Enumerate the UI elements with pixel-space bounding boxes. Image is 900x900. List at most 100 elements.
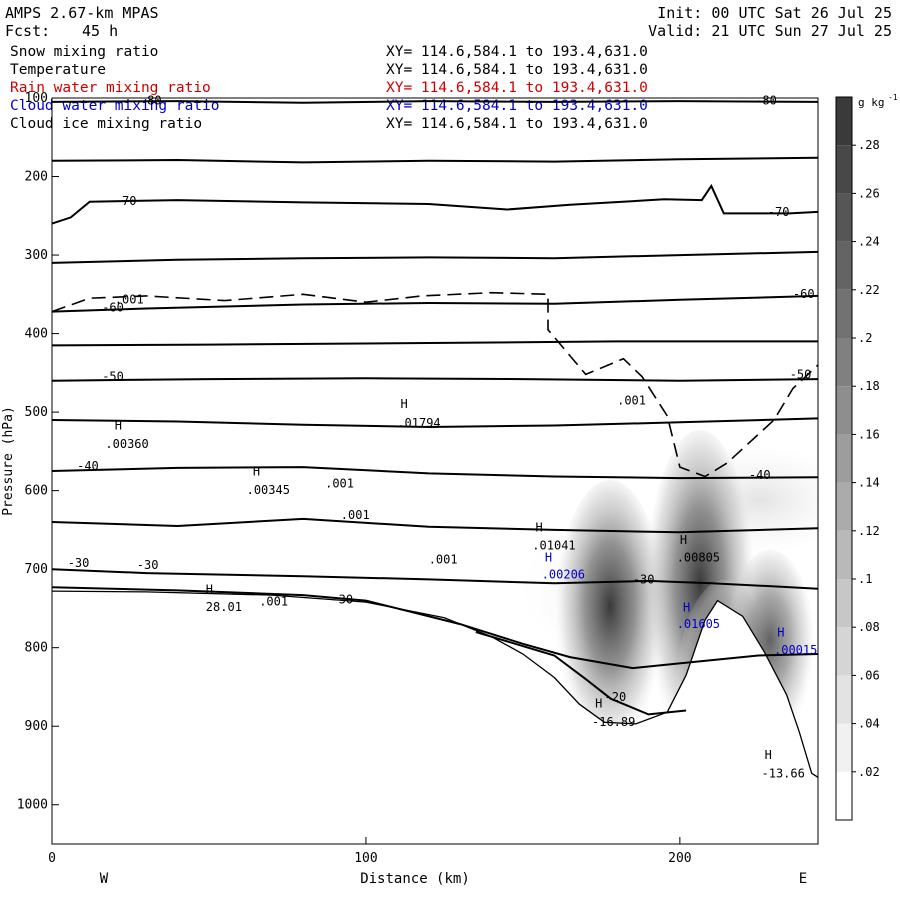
isotherm-line [52,517,818,534]
x-tick-label: 0 [48,851,56,866]
colorbar-bin [836,627,852,676]
y-axis-label: Pressure (hPa) [1,406,16,516]
colorbar-level: .14 [858,476,880,490]
field-xy-range: XY= 114.6,584.1 to 193.4,631.0 [386,80,648,96]
isotherm-line [52,568,818,590]
colorbar-level: .16 [858,427,880,441]
contour-label: 28.01 [206,600,242,614]
colorbar-bin [836,434,852,483]
colorbar-bin [836,145,852,194]
colorbar-bin [836,97,852,146]
field-xy-range: XY= 114.6,584.1 to 193.4,631.0 [386,44,648,60]
contour-label: H [206,583,213,597]
colorbar-level: .06 [858,668,880,682]
contour-label: H [536,521,543,535]
colorbar-frame [835,96,853,821]
contour-label: .001 [617,393,646,407]
contour-label: H [680,533,687,547]
contour-label: .01605 [677,617,720,631]
colorbar-level: .1 [858,572,872,586]
isotherm-line [52,466,818,480]
colorbar-level: .04 [858,717,880,731]
snow-mixing-ratio-shading [520,430,818,778]
colorbar-bin [836,482,852,531]
east-label: E [799,871,807,887]
isotherm-line [52,417,818,429]
contour-label: -50 [790,367,812,381]
colorbar-unit: g kg [858,96,885,109]
model-title: AMPS 2.67-km MPAS [5,4,159,22]
contour-label: .00345 [247,483,290,497]
colorbar-bin [836,386,852,435]
contour-label: H [253,465,260,479]
plot-frame [51,97,819,845]
y-tick-label: 100 [25,91,48,106]
contour-label: .00805 [677,550,720,564]
y-tick-label: 800 [25,641,48,656]
contour-label: H [115,418,122,432]
contour-label: .001 [429,553,458,567]
x-axis-label: Distance (km) [360,871,470,887]
y-tick-label: 1000 [17,798,48,813]
contour-label: H [777,626,784,640]
colorbar-bin [836,241,852,290]
colorbar-bin [836,675,852,724]
y-tick-label: 600 [25,484,48,499]
terrain-outline [52,590,818,778]
isotherm-line [52,183,818,225]
colorbar-level: .12 [858,524,880,538]
isotherm-line [52,377,818,382]
contour-label: -20 [605,690,627,704]
y-tick-label: 300 [25,248,48,263]
contour-label: .001 [325,477,354,491]
contour-label: -30 [68,556,90,570]
y-tick-label: 500 [25,405,48,420]
y-tick-label: 700 [25,562,48,577]
x-tick-label: 100 [354,851,377,866]
contour-label: -16.89 [592,715,635,729]
field-name: Temperature [10,62,107,78]
contour-label: -60 [102,301,124,315]
contour-label: .001 [259,594,288,608]
colorbar: .02 .04 .06 .08 .1 .12 .14 .16 .18 .2 .22 .24 .26 .28… [835,93,898,821]
colorbar-level: .28 [858,138,880,152]
contour-label: -13.66 [762,766,805,780]
contour-label: -30 [331,593,353,607]
forecast-hour: 45 h [82,22,119,40]
contour-label: H [595,696,602,710]
contour-label: H [401,397,408,411]
colorbar-bin [836,289,852,338]
contour-label: -30 [633,572,655,586]
contour-label: -70 [768,205,790,219]
colorbar-level: .18 [858,379,880,393]
y-tick-label: 900 [25,719,48,734]
field-name: Snow mixing ratio [10,44,159,60]
colorbar-bin [836,338,852,387]
colorbar-bin [836,530,852,579]
colorbar-level: .26 [858,186,880,200]
contour-label: H [683,601,690,615]
contour-label: H [545,550,552,564]
contour-label: .001 [115,293,144,307]
colorbar-bin [836,579,852,628]
field-xy-range: XY= 114.6,584.1 to 193.4,631.0 [386,62,648,78]
x-tick-label: 200 [668,851,691,866]
contour-label: -50 [102,370,124,384]
isotherm-line [52,340,818,347]
valid-time: Valid: 21 UTC Sun 27 Jul 25 [648,22,892,40]
contour-label: .01794 [397,416,440,430]
isotherm-line [52,100,818,104]
contour-label: -80 [140,93,162,107]
contour-label: H [765,748,772,762]
contour-label: -40 [77,459,99,473]
field-xy-range: XY= 114.6,584.1 to 193.4,631.0 [386,116,648,132]
colorbar-bin [836,193,852,242]
colorbar-level: .08 [858,620,880,634]
contour-label: .001 [341,508,370,522]
y-tick-label: 200 [25,170,48,185]
init-time: Init: 00 UTC Sat 26 Jul 25 [657,4,892,22]
colorbar-unit-exponent: -1 [888,93,898,102]
colorbar-level: .02 [858,765,880,779]
west-label: W [100,871,109,887]
